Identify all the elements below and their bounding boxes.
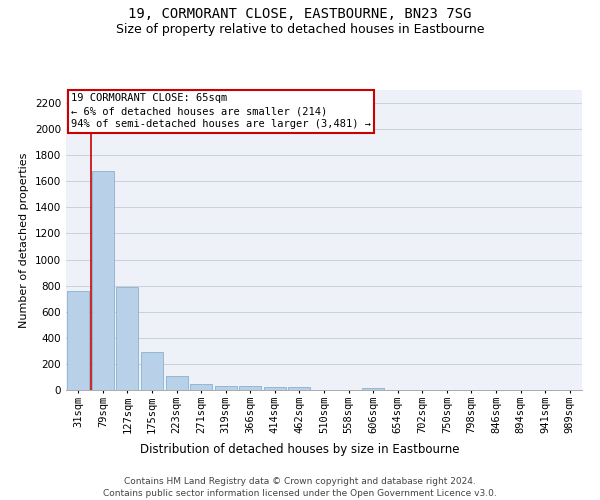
Bar xyxy=(166,376,188,390)
Bar xyxy=(190,384,212,390)
Bar xyxy=(67,291,89,390)
Text: 19, CORMORANT CLOSE, EASTBOURNE, BN23 7SG: 19, CORMORANT CLOSE, EASTBOURNE, BN23 7S… xyxy=(128,8,472,22)
Text: Size of property relative to detached houses in Eastbourne: Size of property relative to detached ho… xyxy=(116,22,484,36)
Text: Contains HM Land Registry data © Crown copyright and database right 2024.
Contai: Contains HM Land Registry data © Crown c… xyxy=(103,476,497,498)
Bar xyxy=(289,388,310,390)
Bar xyxy=(215,386,237,390)
Bar xyxy=(141,352,163,390)
Bar xyxy=(239,386,262,390)
Bar xyxy=(116,287,139,390)
Bar xyxy=(362,388,384,390)
Y-axis label: Number of detached properties: Number of detached properties xyxy=(19,152,29,328)
Bar xyxy=(92,171,114,390)
Bar xyxy=(264,386,286,390)
Text: 19 CORMORANT CLOSE: 65sqm
← 6% of detached houses are smaller (214)
94% of semi-: 19 CORMORANT CLOSE: 65sqm ← 6% of detach… xyxy=(71,93,371,130)
Text: Distribution of detached houses by size in Eastbourne: Distribution of detached houses by size … xyxy=(140,442,460,456)
